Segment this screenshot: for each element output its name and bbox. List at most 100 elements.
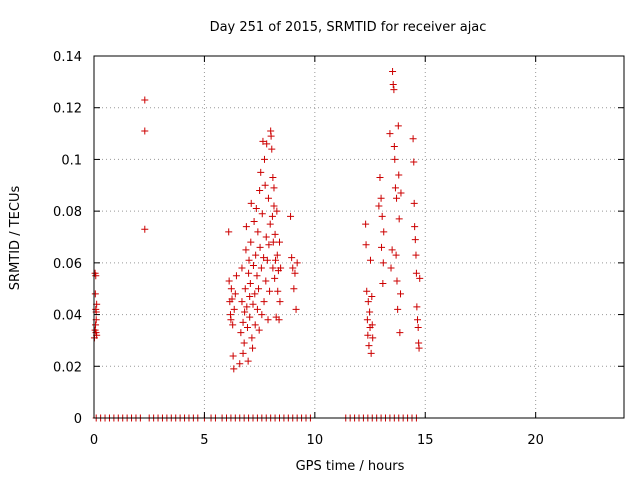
- data-point: [258, 210, 266, 218]
- data-point: [391, 184, 399, 192]
- data-point: [409, 135, 417, 143]
- data-point: [255, 285, 263, 293]
- data-point: [271, 274, 279, 282]
- data-point: [365, 342, 373, 350]
- data-point: [225, 228, 233, 236]
- data-point: [231, 290, 239, 298]
- data-point: [412, 269, 420, 277]
- data-point: [253, 305, 261, 313]
- data-point: [378, 212, 386, 220]
- x-tick-label: 20: [527, 433, 544, 448]
- data-point: [262, 233, 270, 241]
- data-point: [92, 321, 100, 329]
- data-point: [364, 331, 372, 339]
- data-point: [275, 316, 283, 324]
- data-point: [366, 256, 374, 264]
- data-point: [264, 194, 272, 202]
- data-point: [397, 189, 405, 197]
- data-point: [376, 174, 384, 182]
- data-point: [228, 295, 236, 303]
- data-point: [249, 300, 257, 308]
- data-point: [375, 202, 383, 210]
- data-point: [390, 86, 398, 94]
- data-point: [362, 241, 370, 249]
- data-point: [246, 313, 254, 321]
- data-point: [257, 264, 265, 272]
- data-point: [397, 290, 405, 298]
- data-point: [266, 287, 274, 295]
- data-point: [389, 68, 397, 76]
- data-point: [251, 290, 259, 298]
- data-point: [369, 334, 377, 342]
- data-point: [277, 264, 285, 272]
- data-point: [362, 220, 370, 228]
- data-point: [410, 158, 418, 166]
- data-point: [141, 96, 149, 104]
- data-point: [276, 238, 283, 246]
- x-tick-label: 0: [90, 433, 98, 448]
- data-point: [411, 236, 419, 244]
- data-point: [289, 264, 297, 272]
- data-point: [264, 316, 272, 324]
- data-point: [248, 334, 256, 342]
- data-point: [413, 303, 421, 311]
- data-point: [240, 339, 248, 347]
- data-point: [395, 171, 403, 179]
- data-point: [243, 324, 251, 331]
- data-point: [412, 251, 420, 259]
- data-point: [263, 140, 271, 148]
- data-point: [271, 230, 279, 238]
- data-point: [388, 246, 396, 254]
- data-point: [230, 305, 238, 313]
- data-point: [270, 184, 278, 192]
- y-tick-label: 0.06: [53, 257, 82, 272]
- data-point: [238, 298, 246, 306]
- data-point: [92, 272, 100, 280]
- data-point: [254, 228, 262, 236]
- data-point: [366, 308, 374, 316]
- data-point: [91, 290, 99, 298]
- data-point: [257, 168, 265, 176]
- data-point: [227, 316, 235, 324]
- data-point: [269, 238, 277, 246]
- data-point: [255, 326, 263, 334]
- data-point: [259, 137, 267, 145]
- data-point: [392, 251, 400, 259]
- data-point: [291, 269, 299, 277]
- data-point: [141, 127, 149, 135]
- data-point: [260, 155, 268, 163]
- data-point: [243, 303, 251, 311]
- data-point: [141, 225, 149, 233]
- data-point: [390, 143, 398, 150]
- axis-ticks: 0 0.02 0.04 0.06 0.08 0.1 0.12 0.14 0 5 10 15 20: [53, 50, 624, 448]
- data-point: [276, 298, 284, 306]
- data-point: [272, 256, 280, 264]
- data-point: [414, 316, 422, 324]
- data-point: [394, 305, 402, 313]
- data-point: [268, 212, 276, 220]
- data-point: [239, 318, 247, 326]
- data-point: [256, 186, 264, 194]
- data-point: [368, 321, 376, 329]
- data-point: [268, 145, 276, 153]
- data-point: [242, 223, 250, 231]
- y-tick-label: 0.08: [53, 205, 82, 220]
- data-point: [249, 344, 257, 352]
- y-tick-label: 0.14: [53, 50, 82, 65]
- data-point: [274, 287, 282, 295]
- data-point: [263, 256, 271, 264]
- plot-frame: [93, 55, 625, 419]
- data-point: [273, 251, 281, 259]
- data-point: [229, 321, 237, 329]
- x-axis-label: GPS time / hours: [296, 459, 405, 474]
- y-tick-label: 0.12: [53, 102, 82, 117]
- data-point: [394, 122, 402, 130]
- data-point: [246, 280, 254, 288]
- data-point: [230, 365, 238, 373]
- data-point: [256, 243, 264, 251]
- data-point: [239, 349, 247, 357]
- data-point: [241, 285, 249, 293]
- data-point: [232, 272, 240, 280]
- data-point: [363, 287, 371, 295]
